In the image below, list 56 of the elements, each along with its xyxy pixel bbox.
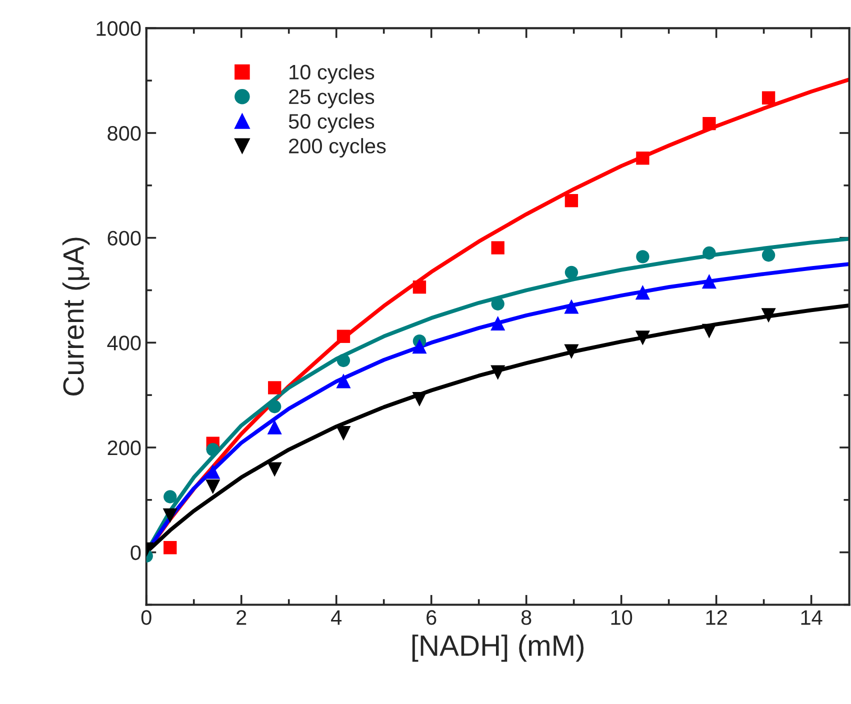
point xyxy=(164,490,177,504)
legend-label: 10 cycles xyxy=(290,64,374,84)
point xyxy=(412,339,427,354)
y-tick-label: 200 xyxy=(108,440,141,456)
y-tick-label: 800 xyxy=(108,126,141,141)
point xyxy=(564,344,579,359)
x-axis-title: [NADH] (mM) xyxy=(412,634,584,662)
point xyxy=(267,462,282,477)
point xyxy=(702,274,716,289)
point xyxy=(702,246,716,260)
point xyxy=(564,266,578,280)
point xyxy=(762,91,776,104)
y-tick-label: 0 xyxy=(130,545,141,560)
legend-label: 50 cycles xyxy=(288,113,374,133)
point xyxy=(564,194,578,208)
point xyxy=(412,280,426,294)
point xyxy=(206,442,220,456)
point xyxy=(268,381,282,394)
point xyxy=(336,330,350,343)
point xyxy=(336,426,351,441)
point xyxy=(564,299,579,314)
x-tick-label: 4 xyxy=(331,610,342,625)
x-tick-label: 2 xyxy=(236,610,246,625)
point xyxy=(635,330,650,346)
point xyxy=(636,152,650,165)
point xyxy=(490,365,506,380)
point xyxy=(491,297,504,310)
point xyxy=(762,248,776,262)
x-tick-label: 10 xyxy=(611,610,632,625)
point xyxy=(206,480,220,494)
legend-label: 200 cycles xyxy=(289,138,386,158)
point xyxy=(702,324,716,338)
point xyxy=(336,354,350,368)
x-tick-label: 0 xyxy=(141,610,152,625)
y-axis-title: Current (μA) xyxy=(62,238,90,396)
point xyxy=(267,420,282,434)
point xyxy=(635,285,650,300)
y-tick-label: 600 xyxy=(108,230,141,246)
y-tick-label: 400 xyxy=(107,336,141,350)
point xyxy=(162,508,178,523)
x-tick-label: 14 xyxy=(801,610,822,625)
point xyxy=(206,464,220,479)
point xyxy=(491,241,504,254)
point xyxy=(636,250,650,264)
point xyxy=(336,374,351,388)
point xyxy=(761,308,776,323)
y-tick-label: 1000 xyxy=(96,21,141,36)
x-tick-label: 8 xyxy=(521,610,532,625)
point xyxy=(490,316,506,331)
point xyxy=(164,541,177,554)
point xyxy=(268,400,282,414)
x-tick-label: 6 xyxy=(426,610,436,625)
point xyxy=(412,392,427,407)
legend-label: 25 cycles xyxy=(289,88,374,108)
x-tick-label: 12 xyxy=(706,610,727,625)
point xyxy=(702,116,716,130)
